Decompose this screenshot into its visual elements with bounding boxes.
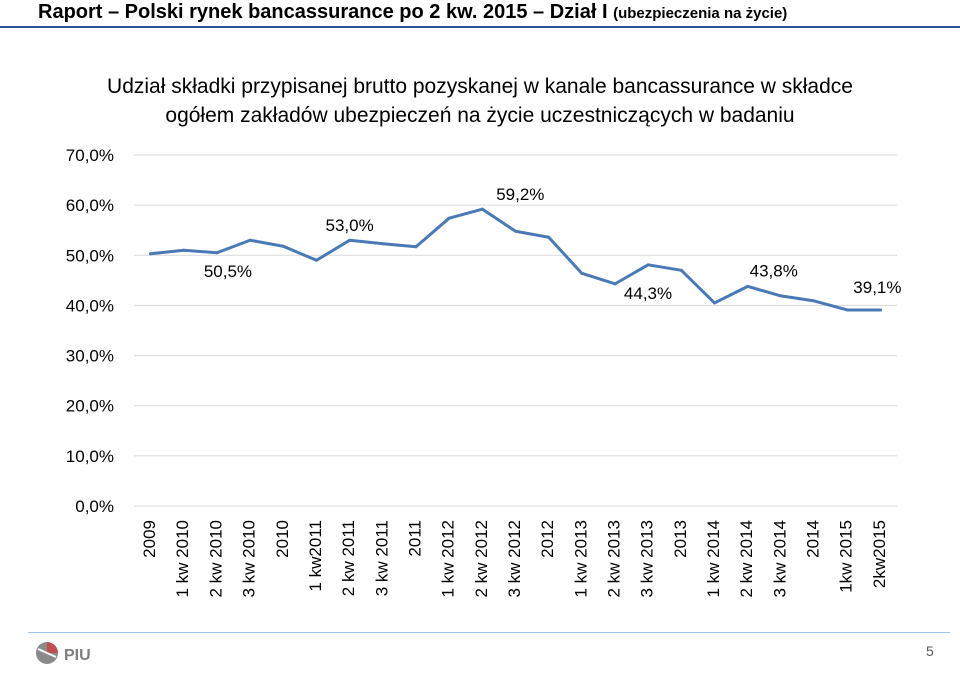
data-point-2013 bbox=[679, 268, 683, 272]
slide-title: Raport – Polski rynek bancassurance po 2… bbox=[38, 1, 787, 24]
y-axis-tick-labels: 0,0% 10,0% 20,0% 30,0% 40,0% 50,0% 60,0% 70,0% bbox=[66, 146, 114, 516]
data-label-2-kw-2011: 53,0% bbox=[326, 216, 374, 235]
y-tick-label-3: 30,0% bbox=[66, 347, 114, 366]
footer-divider bbox=[28, 632, 950, 633]
piu-logo: PIU bbox=[36, 642, 91, 664]
x-tick-label-2kw2015: 2kw2015 bbox=[870, 520, 889, 588]
data-label-2kw2015: 39,1% bbox=[853, 278, 901, 297]
x-tick-label-2010: 2010 bbox=[273, 520, 292, 558]
x-tick-label-1-kw-2014: 1 kw 2014 bbox=[704, 520, 723, 598]
logo-text: PIU bbox=[64, 647, 91, 664]
data-point-3-kw-2013 bbox=[646, 263, 650, 267]
data-point-1-kw2011 bbox=[314, 258, 318, 262]
x-tick-label-1-kw2011: 1 kw2011 bbox=[306, 520, 325, 592]
x-tick-label-2-kw-2013: 2 kw 2013 bbox=[605, 520, 624, 598]
data-point-1-kw-2013 bbox=[580, 271, 584, 275]
data-point-2-kw-2010 bbox=[215, 251, 219, 255]
x-tick-label-2-kw-2012: 2 kw 2012 bbox=[472, 520, 491, 598]
data-point-1kw-2015 bbox=[845, 308, 849, 312]
data-point-2-kw-2012 bbox=[480, 207, 484, 211]
x-tick-label-3-kw-2011: 3 kw 2011 bbox=[372, 520, 391, 596]
data-label-2-kw-2010: 50,5% bbox=[204, 262, 252, 281]
x-tick-label-3-kw-2014: 3 kw 2014 bbox=[770, 520, 789, 598]
data-point-2014 bbox=[812, 299, 816, 303]
x-tick-label-2-kw-2014: 2 kw 2014 bbox=[737, 520, 756, 598]
data-point-2-kw-2014 bbox=[746, 284, 750, 288]
y-tick-label-0: 0,0% bbox=[75, 497, 114, 516]
x-tick-label-2009: 2009 bbox=[140, 520, 159, 558]
data-labels: 50,5% 53,0% 59,2% 44,3% 43,8% 39,1% bbox=[204, 185, 902, 303]
x-tick-label-2-kw-2010: 2 kw 2010 bbox=[206, 520, 225, 598]
page-number: 5 bbox=[926, 643, 934, 659]
data-point-3-kw-2012 bbox=[514, 229, 517, 233]
x-tick-label-2011: 2011 bbox=[405, 520, 424, 557]
data-point-3-kw-2014 bbox=[779, 294, 783, 298]
x-tick-label-2-kw-2011: 2 kw 2011 bbox=[339, 520, 358, 596]
x-axis-tick-labels: 2009 1 kw 2010 2 kw 2010 3 kw 2010 2010 1 kw2… bbox=[140, 520, 889, 598]
y-tick-label-2: 20,0% bbox=[66, 397, 114, 416]
x-tick-label-3-kw-2013: 3 kw 2013 bbox=[638, 520, 657, 598]
data-point-2010 bbox=[281, 244, 285, 248]
x-tick-label-1-kw-2013: 1 kw 2013 bbox=[571, 520, 590, 598]
data-point-2012 bbox=[547, 235, 551, 239]
data-label-2-kw-2013: 44,3% bbox=[624, 284, 672, 303]
slide-title-subtitle: (ubezpieczenia na życie) bbox=[613, 5, 788, 22]
data-point-2-kw-2013 bbox=[613, 282, 617, 286]
data-point-2-kw-2011 bbox=[348, 238, 352, 242]
data-point-1-kw-2014 bbox=[713, 301, 717, 305]
y-tick-label-6: 60,0% bbox=[66, 196, 114, 215]
x-tick-label-3-kw-2010: 3 kw 2010 bbox=[240, 520, 259, 598]
y-tick-label-4: 40,0% bbox=[66, 296, 114, 315]
x-tick-label-2014: 2014 bbox=[804, 520, 823, 558]
data-point-3-kw-2010 bbox=[248, 238, 252, 242]
data-label-2-kw-2012: 59,2% bbox=[496, 185, 544, 204]
series-line-0 bbox=[149, 207, 882, 312]
data-point-1-kw-2010 bbox=[182, 248, 186, 252]
y-tick-label-5: 50,0% bbox=[66, 246, 114, 265]
x-tick-label-1-kw-2012: 1 kw 2012 bbox=[439, 520, 458, 598]
chart-title: Udział składki przypisanej brutto pozysk… bbox=[107, 75, 853, 127]
y-tick-label-1: 10,0% bbox=[66, 447, 114, 466]
data-point-2kw2015 bbox=[878, 308, 882, 312]
data-label-2-kw-2014: 43,8% bbox=[750, 261, 798, 280]
x-tick-label-1-kw-2010: 1 kw 2010 bbox=[173, 520, 192, 598]
data-point-2009 bbox=[149, 252, 153, 256]
y-tick-label-7: 70,0% bbox=[66, 146, 114, 165]
x-tick-label-2013: 2013 bbox=[671, 520, 690, 558]
slide-header: Raport – Polski rynek bancassurance po 2… bbox=[0, 0, 960, 28]
x-tick-label-2012: 2012 bbox=[538, 520, 557, 558]
x-tick-label-1kw-2015: 1kw 2015 bbox=[837, 520, 856, 593]
data-point-2011 bbox=[414, 245, 418, 249]
data-point-3-kw-2011 bbox=[381, 242, 385, 246]
line-chart: 0,0%10,0%20,0%30,0%40,0%50,0%60,0%70,0% … bbox=[66, 146, 902, 598]
series bbox=[149, 207, 882, 312]
data-point-1-kw-2012 bbox=[447, 216, 451, 220]
slide-title-main: Raport – Polski rynek bancassurance po 2… bbox=[38, 1, 608, 23]
grid-lines bbox=[134, 154, 897, 507]
x-tick-label-3-kw-2012: 3 kw 2012 bbox=[505, 520, 524, 598]
